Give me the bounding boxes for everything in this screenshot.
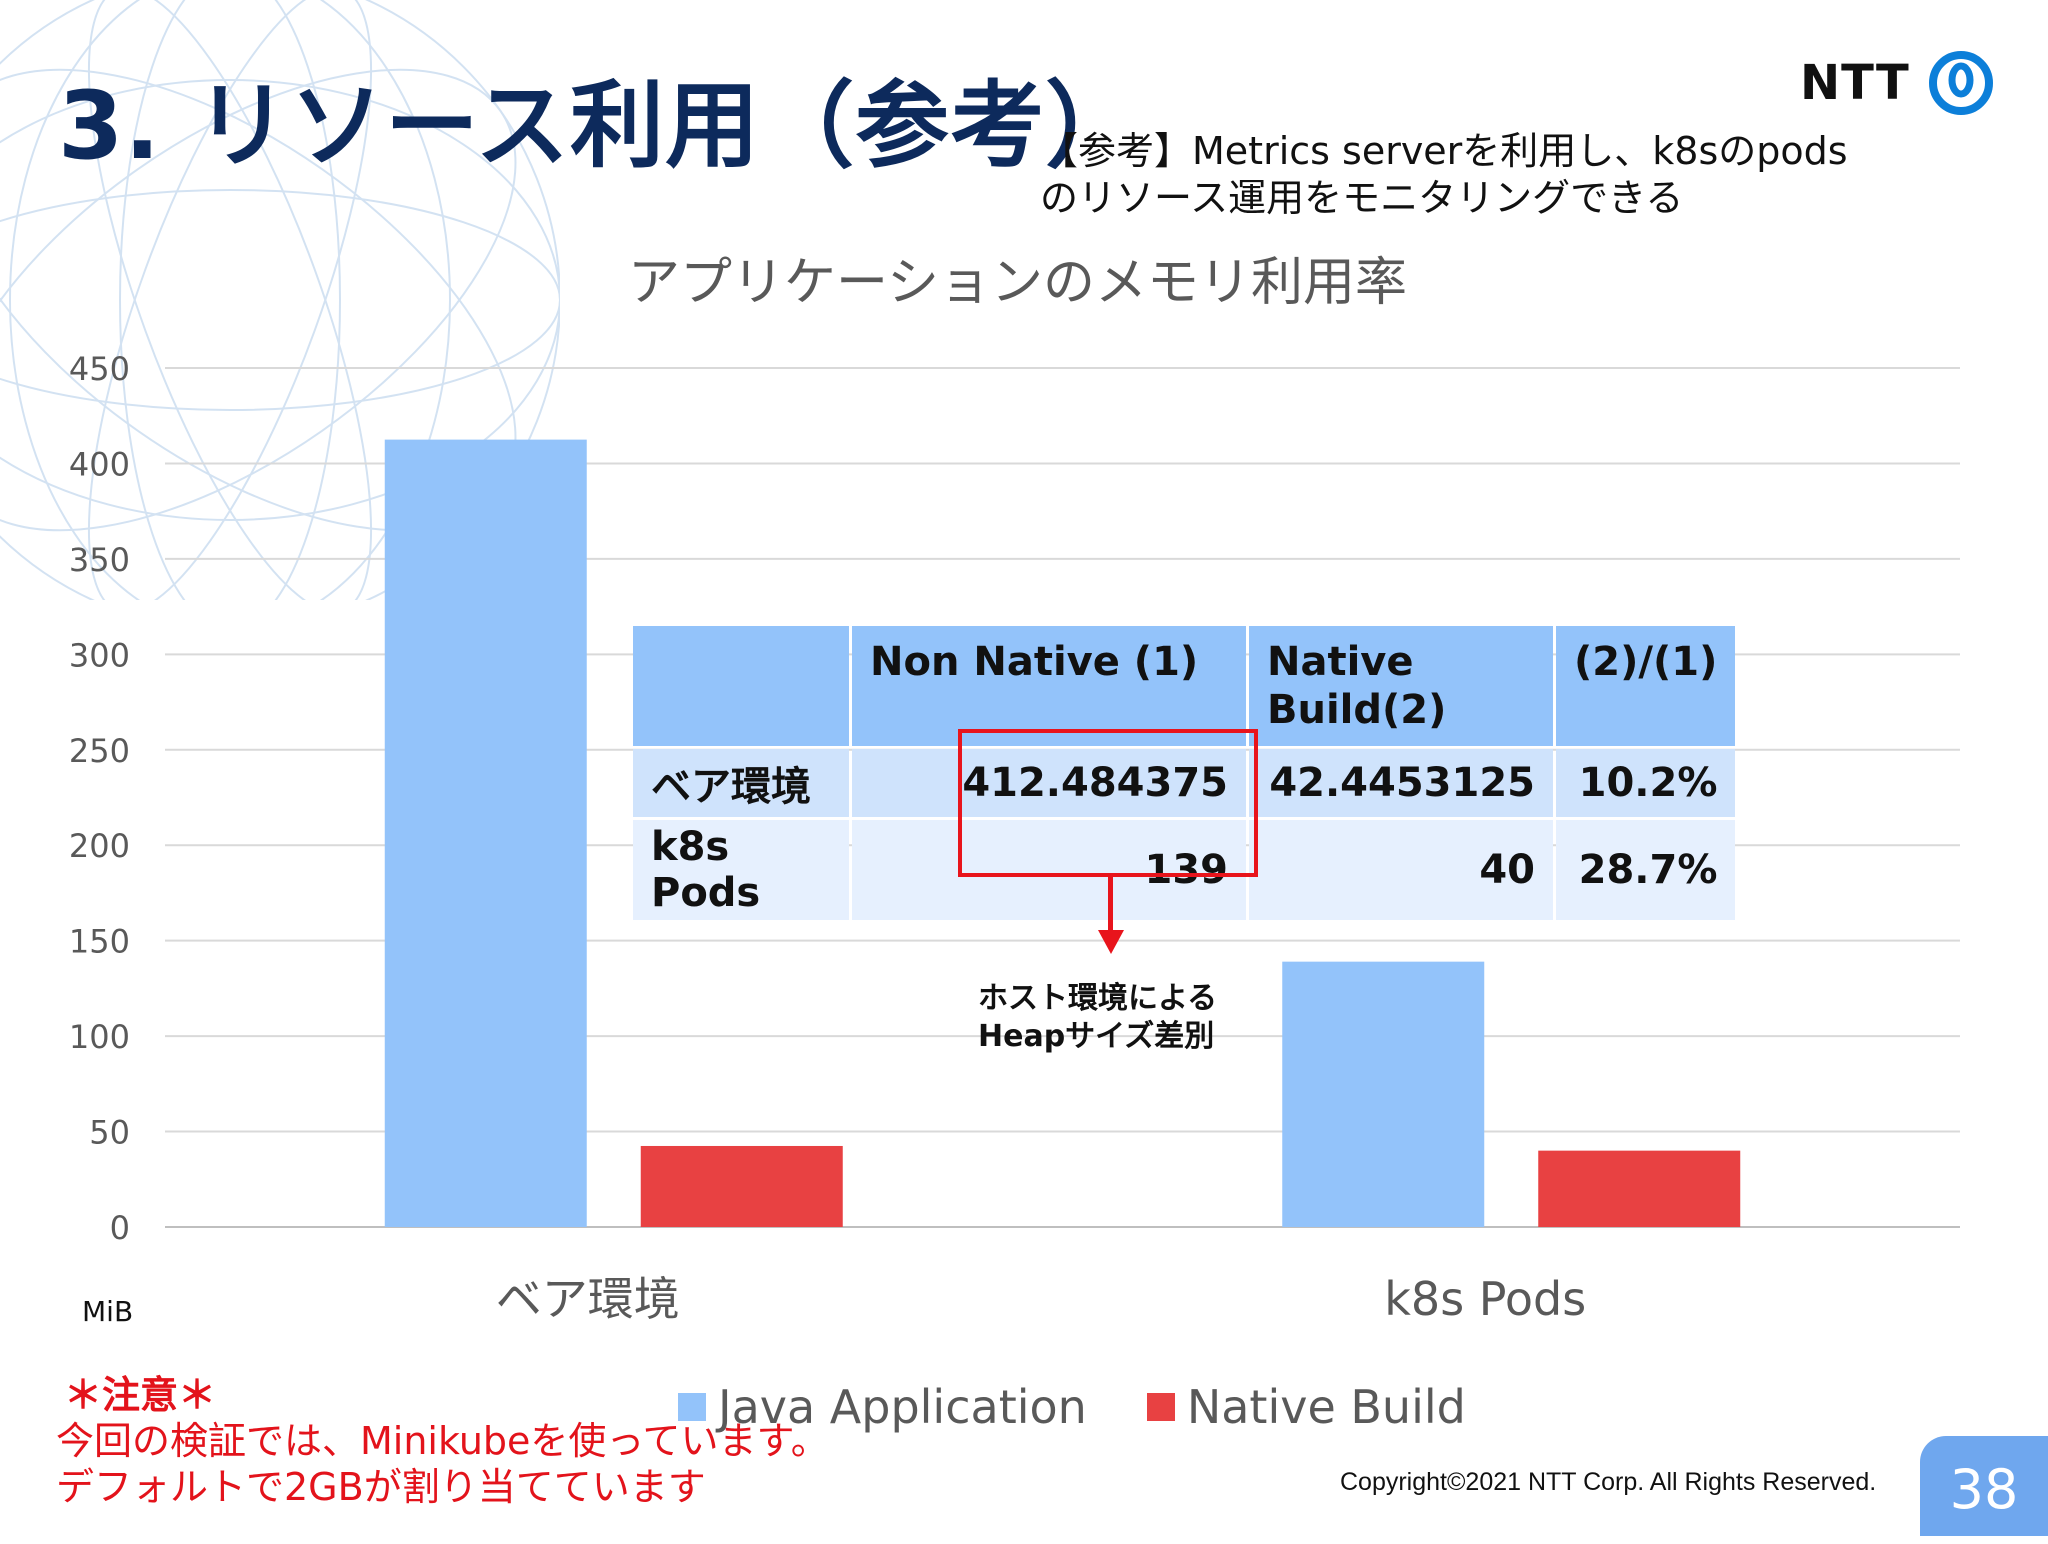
bar-layer (384, 439, 1741, 1227)
table-header-native: Native Build(2) (1249, 626, 1553, 746)
y-tick-label: 350 (69, 541, 130, 579)
legend-item-native: Native Build (1146, 1380, 1466, 1434)
bar-native-0 (640, 1145, 843, 1227)
table-header-blank (633, 626, 849, 746)
table-row: k8s Pods 139 40 28.7% (633, 820, 1736, 920)
table-header-row: Non Native (1) Native Build(2) (2)/(1) (633, 626, 1736, 746)
callout-line2: Heapサイズ差別 (978, 1019, 1215, 1054)
bar-java-1 (1282, 961, 1485, 1227)
bar-java-0 (384, 439, 587, 1227)
arrow-shaft (1108, 877, 1113, 932)
callout-line1: ホスト環境による (978, 981, 1218, 1016)
arrow-down-icon (1098, 930, 1124, 954)
reference-note-line2: のリソース運用をモニタリングできる (1040, 176, 1684, 220)
chart-legend: Java Application Native Build (678, 1380, 1526, 1434)
table-header-native-line2: Build(2) (1267, 687, 1447, 733)
table-header-non-native: Non Native (1) (852, 626, 1246, 746)
reference-note: 【参考】Metrics serverを利用し、k8sのpods のリソース運用を… (1040, 128, 1848, 222)
legend-swatch-native (1146, 1393, 1175, 1421)
y-tick-label: 100 (69, 1018, 130, 1056)
chart-title: アプリケーションのメモリ利用率 (628, 253, 1407, 313)
legend-swatch-java (678, 1393, 706, 1421)
y-unit-label: MiB (82, 1295, 134, 1328)
ntt-logo: NTT (1800, 50, 1994, 116)
reference-note-line1: 【参考】Metrics serverを利用し、k8sのpods (1040, 129, 1848, 173)
logo-text: NTT (1800, 55, 1910, 111)
y-tick-label: 300 (69, 636, 130, 674)
table-cell-native: 42.4453125 (1249, 749, 1553, 817)
table-header-native-line1: Native (1267, 639, 1414, 685)
heap-callout: ホスト環境による Heapサイズ差別 (978, 980, 1217, 1056)
y-tick-label: 400 (69, 445, 130, 483)
ntt-ring-icon (1928, 51, 1993, 115)
x-category-label: k8s Pods (1384, 1272, 1586, 1326)
warning-note: ＊注意＊ 今回の検証では、Minikubeを使っています。 デフォルトで2GBが… (56, 1372, 829, 1510)
bar-native-1 (1538, 1150, 1741, 1227)
highlight-box (958, 729, 1258, 877)
table-cell-non-native: 412.484375 (852, 749, 1246, 817)
table-cell-label: ベア環境 (633, 749, 849, 817)
x-category-label: ベア環境 (496, 1272, 680, 1326)
page-number: 38 (1920, 1436, 2048, 1536)
table-cell-non-native: 139 (852, 820, 1246, 920)
legend-label-native: Native Build (1186, 1380, 1466, 1434)
warning-line1: 今回の検証では、Minikubeを使っています。 (56, 1419, 829, 1463)
table-cell-ratio: 28.7% (1556, 820, 1736, 920)
copyright: Copyright©2021 NTT Corp. All Rights Rese… (1340, 1468, 1877, 1496)
y-tick-label: 50 (89, 1114, 130, 1152)
y-tick-label: 450 (69, 350, 130, 388)
table-cell-native: 40 (1249, 820, 1553, 920)
warning-heading: ＊注意＊ (64, 1373, 217, 1417)
y-tick-label: 0 (110, 1209, 130, 1247)
table-row: ベア環境 412.484375 42.4453125 10.2% (633, 749, 1736, 817)
comparison-table: Non Native (1) Native Build(2) (2)/(1) ベ… (630, 623, 1738, 923)
table-header-ratio: (2)/(1) (1556, 626, 1736, 746)
slide-title: 3. リソース利用（参考） (58, 72, 1141, 181)
legend-item-java: Java Application (678, 1380, 1087, 1434)
globe-decoration (0, 0, 560, 600)
table-cell-label: k8s Pods (633, 820, 849, 920)
y-tick-label: 200 (69, 827, 130, 865)
legend-label-java: Java Application (718, 1380, 1087, 1434)
warning-line2: デフォルトで2GBが割り当てています (56, 1465, 706, 1509)
y-tick-label: 250 (69, 732, 130, 770)
table-cell-ratio: 10.2% (1556, 749, 1736, 817)
y-tick-label: 150 (69, 923, 130, 961)
